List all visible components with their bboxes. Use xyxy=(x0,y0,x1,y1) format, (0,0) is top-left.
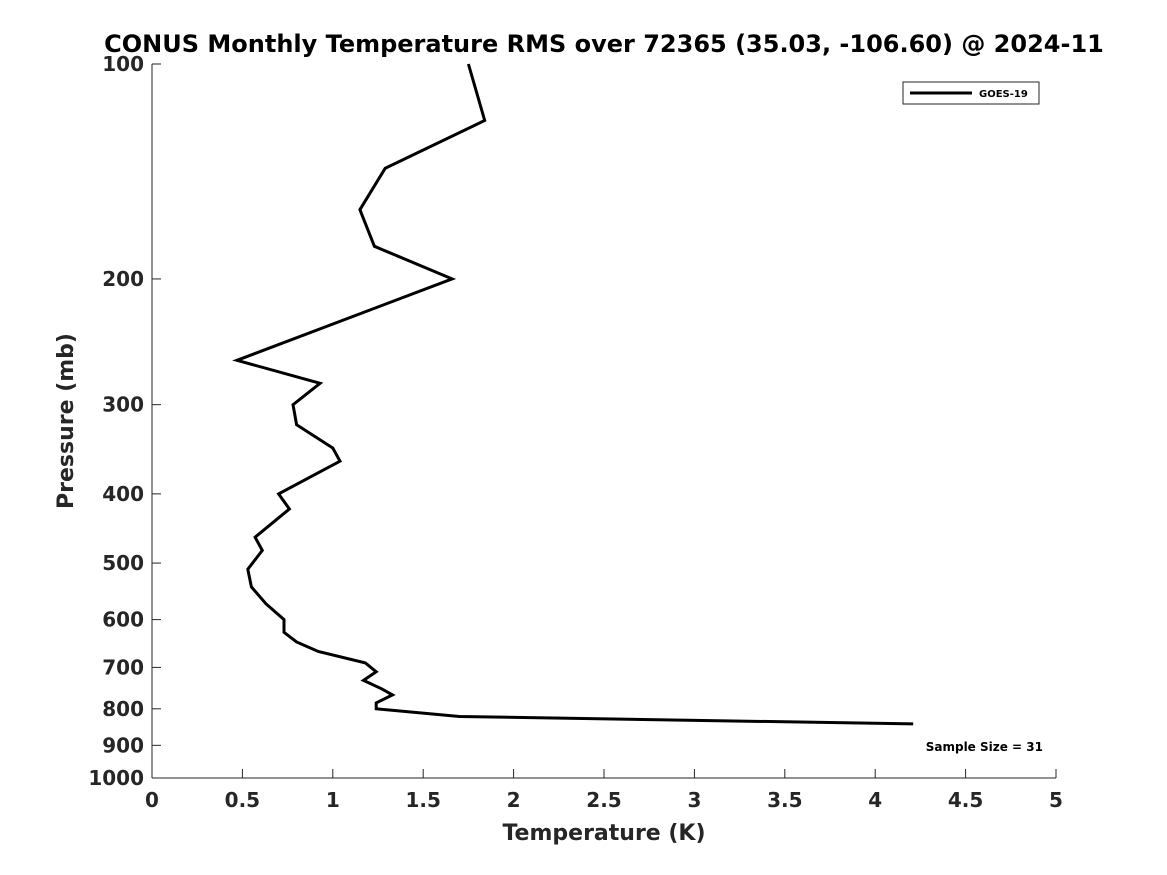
y-tick-label: 500 xyxy=(102,551,144,575)
legend: GOES-19 xyxy=(902,81,1040,105)
x-tick-label: 5 xyxy=(1049,788,1063,812)
chart-title: CONUS Monthly Temperature RMS over 72365… xyxy=(104,30,1104,58)
x-tick-label: 4.5 xyxy=(948,788,983,812)
y-tick-label: 800 xyxy=(102,697,144,721)
y-tick-label: 900 xyxy=(102,733,144,757)
series-line-goes-19 xyxy=(232,63,914,726)
x-tick-label: 1 xyxy=(326,788,340,812)
x-axis-label: Temperature (K) xyxy=(502,821,705,846)
y-axis: 100 200 300 400 500 600 700 800 900 1000 xyxy=(88,52,161,790)
sample-size-annotation: Sample Size = 31 xyxy=(926,740,1043,754)
y-tick-label: 600 xyxy=(102,608,144,632)
x-tick-label: 3.5 xyxy=(767,788,802,812)
x-tick-label: 3 xyxy=(687,788,701,812)
y-tick-label: 400 xyxy=(102,482,144,506)
plot-area xyxy=(151,64,1056,779)
y-tick-label: 1000 xyxy=(88,766,144,790)
y-axis-label: Pressure (mb) xyxy=(54,333,79,509)
series-layer xyxy=(232,63,914,726)
x-tick-label: 2 xyxy=(507,788,521,812)
y-tick-label: 700 xyxy=(102,655,144,679)
x-tick-label: 4 xyxy=(868,788,882,812)
x-tick-label: 1.5 xyxy=(405,788,440,812)
legend-entry-goes-19: GOES-19 xyxy=(979,89,1028,100)
x-axis: 0 0.5 1 1.5 2 2.5 3 3.5 4 4.5 5 xyxy=(145,769,1063,812)
y-tick-label: 100 xyxy=(102,52,144,76)
y-tick-label: 200 xyxy=(102,267,144,291)
x-tick-label: 0.5 xyxy=(225,788,260,812)
x-tick-label: 2.5 xyxy=(586,788,621,812)
y-tick-label: 300 xyxy=(102,393,144,417)
x-tick-label: 0 xyxy=(145,788,159,812)
